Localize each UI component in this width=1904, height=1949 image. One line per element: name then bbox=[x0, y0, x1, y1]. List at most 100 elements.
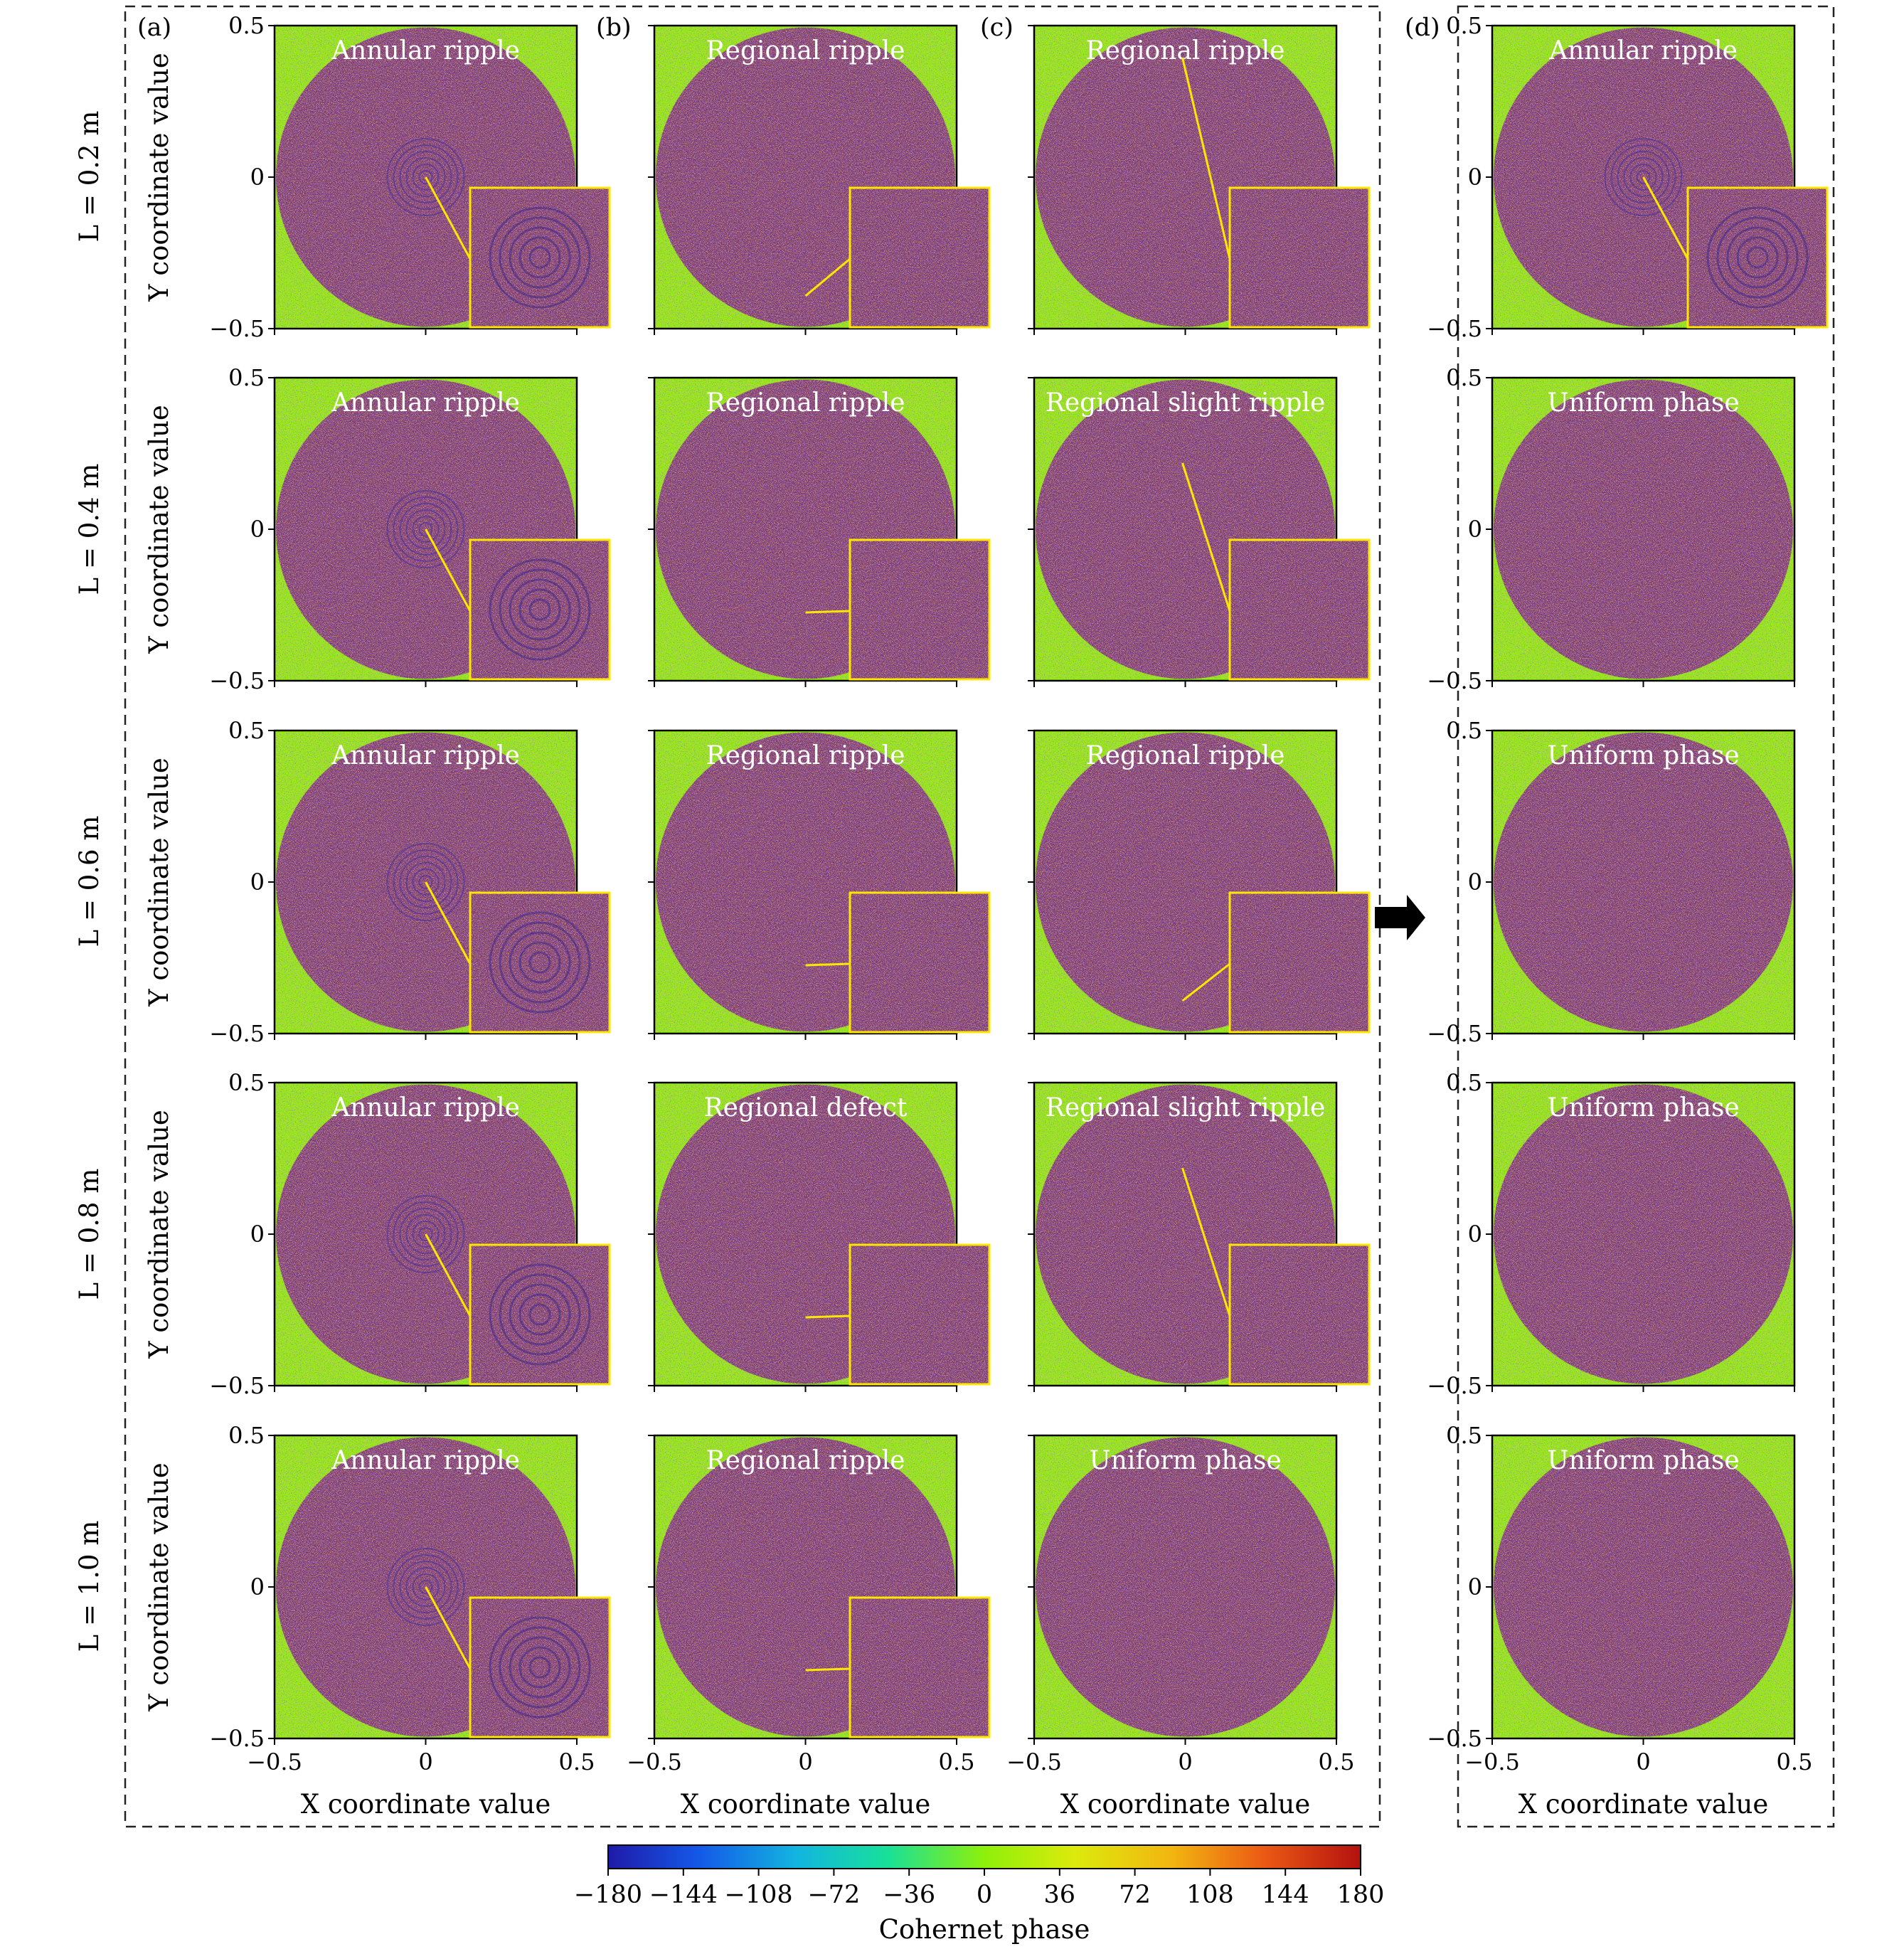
panel-d-row-3: Uniform phase 0.5 0 −0.5 bbox=[1427, 717, 1796, 1047]
y-axis-label: Y coordinate value bbox=[144, 53, 174, 302]
panel-title: Regional ripple bbox=[1086, 36, 1285, 65]
inset-frame bbox=[469, 891, 611, 1034]
y-tick-label: 0.5 bbox=[228, 717, 265, 744]
inset-frame bbox=[849, 891, 991, 1034]
panel-c-row-2: Regional slight ripple bbox=[1028, 376, 1371, 687]
panel-a-row-5: Annular ripple 0.5 0 −0.5 Y coordinate value… bbox=[144, 1422, 611, 1820]
inset-indicator-line bbox=[1181, 962, 1230, 1002]
ripple-ring bbox=[418, 522, 433, 536]
inset-indicator-line bbox=[425, 176, 472, 260]
ripple-ring bbox=[386, 490, 465, 568]
panel-b-row-2: Regional ripple bbox=[648, 376, 991, 687]
inset-zoom bbox=[1688, 188, 1827, 327]
inset-ripple-ring bbox=[1716, 216, 1799, 299]
panel-title: Regional ripple bbox=[706, 741, 905, 770]
x-tick-label: 0.5 bbox=[1319, 1748, 1355, 1775]
inset-ripple-ring bbox=[509, 1636, 571, 1699]
colorbar-tick-label: 0 bbox=[977, 1881, 992, 1909]
inset-zoom bbox=[1230, 188, 1369, 327]
inset-indicator-line bbox=[425, 881, 472, 965]
phase-aperture bbox=[1494, 1437, 1793, 1737]
x-tick-label: −0.5 bbox=[1464, 1748, 1520, 1775]
panel-title: Regional ripple bbox=[706, 36, 905, 65]
inset-indicator-line bbox=[425, 1586, 472, 1669]
ripple-ring bbox=[412, 1221, 440, 1248]
row-label-1: L = 0.2 m bbox=[74, 111, 105, 243]
inset-ripple-ring bbox=[528, 598, 551, 621]
ripple-ring bbox=[393, 1201, 459, 1267]
row-label-5: L = 1.0 m bbox=[74, 1521, 105, 1652]
panel-title: Annular ripple bbox=[331, 1093, 520, 1122]
row-label-3: L = 0.6 m bbox=[74, 816, 105, 947]
inset-zoom bbox=[1230, 893, 1369, 1032]
y-tick-label: 0.5 bbox=[228, 364, 265, 391]
colorbar-tick-label: −144 bbox=[649, 1881, 718, 1909]
inset-frame bbox=[849, 538, 991, 681]
ripple-ring bbox=[418, 1227, 433, 1241]
inset-frame bbox=[469, 186, 611, 329]
inset-ripple-ring bbox=[499, 921, 581, 1004]
y-tick-label: −0.5 bbox=[1427, 315, 1482, 342]
panel-title: Uniform phase bbox=[1089, 1446, 1281, 1475]
inset-indicator-line bbox=[1181, 1167, 1231, 1317]
inset-ripple-ring bbox=[499, 1626, 581, 1709]
inset-frame bbox=[1228, 538, 1371, 681]
ripple-ring bbox=[1629, 164, 1657, 191]
colorbar: −180 −144 −108 −72 −36 0 36 72 108 144 180 Coherne… bbox=[574, 1844, 1385, 1945]
inset-zoom bbox=[470, 1598, 610, 1737]
colorbar-tick-label: 180 bbox=[1337, 1881, 1385, 1909]
inset-ripple-ring bbox=[518, 1646, 561, 1689]
panel-d-row-1: Annular ripple 0.5 0 −0.5 bbox=[1427, 12, 1829, 342]
ripple-ring bbox=[405, 157, 446, 197]
inset-ripple-ring bbox=[509, 578, 571, 641]
inset-ripple-ring bbox=[1746, 246, 1769, 269]
y-tick-label: −0.5 bbox=[1427, 1725, 1482, 1752]
inset-indicator-line bbox=[805, 1667, 851, 1672]
inset-ripple-ring bbox=[509, 1283, 571, 1346]
x-tick-label: 0 bbox=[1178, 1748, 1192, 1775]
y-tick-label: 0 bbox=[1468, 869, 1482, 896]
inset-zoom bbox=[850, 1598, 989, 1737]
panel-letter-b: (b) bbox=[596, 14, 632, 42]
row-labels: L = 0.2 m L = 0.4 m L = 0.6 m L = 0.8 m … bbox=[74, 111, 105, 1652]
panel-title: Regional ripple bbox=[706, 1446, 905, 1475]
ripple-ring bbox=[386, 1195, 465, 1273]
inset-ripple-ring bbox=[499, 216, 581, 299]
y-tick-label: 0.5 bbox=[1446, 1422, 1482, 1449]
panel-b-row-1: Regional ripple bbox=[648, 24, 991, 335]
ripple-ring bbox=[412, 516, 440, 543]
y-tick-label: −0.5 bbox=[1427, 667, 1482, 694]
ripple-ring bbox=[412, 1573, 440, 1600]
inset-frame bbox=[1686, 186, 1829, 329]
ripple-ring bbox=[405, 1214, 446, 1254]
inset-frame bbox=[849, 1596, 991, 1738]
ripple-ring bbox=[393, 496, 459, 562]
y-tick-label: 0.5 bbox=[1446, 717, 1482, 744]
ripple-ring bbox=[405, 509, 446, 549]
inset-indicator-line bbox=[1181, 57, 1231, 260]
panel-title: Annular ripple bbox=[1548, 36, 1738, 65]
inset-indicator-line bbox=[805, 962, 851, 967]
y-tick-label: 0.5 bbox=[1446, 364, 1482, 391]
colorbar-tick-label: 72 bbox=[1119, 1881, 1151, 1909]
ripple-ring bbox=[1617, 151, 1670, 203]
ripple-ring bbox=[386, 138, 465, 216]
y-tick-label: 0 bbox=[1468, 1573, 1482, 1600]
y-tick-label: −0.5 bbox=[209, 315, 265, 342]
panel-title: Uniform phase bbox=[1547, 1446, 1739, 1475]
x-tick-label: −0.5 bbox=[1006, 1748, 1062, 1775]
group-frame-d bbox=[1457, 5, 1835, 1828]
ripple-ring bbox=[412, 164, 440, 191]
inset-ripple-ring bbox=[528, 1656, 551, 1679]
colorbar-tick-label: −108 bbox=[725, 1881, 793, 1909]
inset-ripple-ring bbox=[1736, 236, 1779, 279]
panel-title: Annular ripple bbox=[331, 1446, 520, 1475]
inset-frame bbox=[849, 186, 991, 329]
inset-frame bbox=[469, 1243, 611, 1386]
inset-frame bbox=[1228, 891, 1371, 1034]
panel-title: Annular ripple bbox=[331, 741, 520, 770]
y-tick-label: −0.5 bbox=[209, 1020, 265, 1047]
ripple-ring bbox=[1604, 138, 1683, 216]
y-axis-label: Y coordinate value bbox=[144, 1110, 174, 1359]
y-tick-label: −0.5 bbox=[1427, 1020, 1482, 1047]
